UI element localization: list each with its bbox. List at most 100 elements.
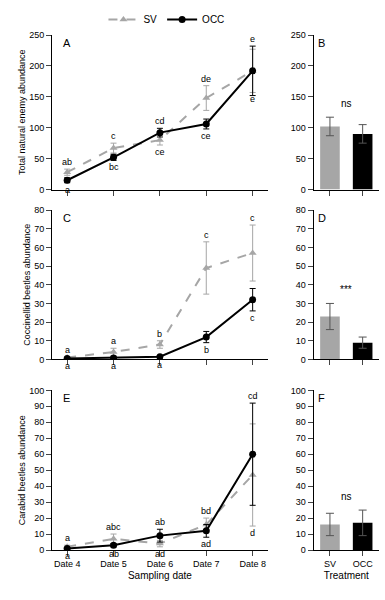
svg-text:0: 0 [39,355,44,365]
svg-text:200: 200 [29,61,44,71]
svg-text:ad: ad [155,549,165,559]
svg-text:SV: SV [143,14,157,25]
svg-text:Carabid beetles abundance: Carabid beetles abundance [17,415,27,525]
svg-text:100: 100 [291,123,306,133]
svg-text:Date 5: Date 5 [100,559,127,569]
svg-text:20: 20 [296,317,306,327]
svg-text:30: 30 [34,497,44,507]
svg-text:a: a [111,336,116,346]
svg-text:ns: ns [341,98,352,109]
svg-text:20: 20 [296,513,306,523]
svg-text:Date 7: Date 7 [193,559,220,569]
svg-text:ab: ab [155,517,165,527]
svg-text:D: D [318,212,326,224]
svg-text:0: 0 [39,185,44,195]
svg-text:0: 0 [39,545,44,555]
svg-text:90: 90 [296,401,306,411]
svg-text:20: 20 [34,317,44,327]
svg-text:Date 4: Date 4 [54,559,81,569]
svg-text:SV: SV [324,559,336,569]
svg-text:c: c [250,313,255,323]
svg-text:70: 70 [34,224,44,234]
svg-text:70: 70 [296,224,306,234]
svg-text:de: de [201,74,211,84]
svg-text:ad: ad [201,539,211,549]
svg-text:80: 80 [296,417,306,427]
svg-text:40: 40 [296,280,306,290]
svg-text:70: 70 [34,433,44,443]
svg-text:0: 0 [301,355,306,365]
svg-text:Total natural enemy abundance: Total natural enemy abundance [17,49,27,175]
svg-text:a: a [65,345,70,355]
svg-text:50: 50 [34,261,44,271]
svg-text:30: 30 [296,299,306,309]
svg-text:a: a [111,361,116,371]
svg-text:d: d [250,528,255,538]
svg-text:70: 70 [296,433,306,443]
svg-text:50: 50 [296,465,306,475]
svg-text:ab: ab [62,157,72,167]
svg-text:e: e [250,34,255,44]
svg-text:cd: cd [155,116,165,126]
svg-text:50: 50 [296,261,306,271]
svg-text:c: c [111,131,116,141]
svg-text:bd: bd [201,506,211,516]
svg-text:Sampling date: Sampling date [128,570,192,581]
svg-text:50: 50 [34,154,44,164]
svg-text:30: 30 [34,299,44,309]
svg-text:250: 250 [291,30,306,40]
svg-text:90: 90 [34,401,44,411]
svg-text:10: 10 [34,529,44,539]
svg-text:40: 40 [34,481,44,491]
svg-text:ce: ce [201,131,211,141]
svg-text:OCC: OCC [202,14,224,25]
svg-text:b: b [204,345,209,355]
svg-text:E: E [63,392,70,404]
svg-text:Treatment: Treatment [324,570,369,581]
svg-text:50: 50 [296,154,306,164]
svg-text:F: F [318,392,325,404]
svg-text:80: 80 [34,417,44,427]
svg-text:a: a [65,533,70,543]
svg-text:100: 100 [29,123,44,133]
svg-text:0: 0 [301,185,306,195]
svg-text:10: 10 [296,529,306,539]
svg-text:60: 60 [34,243,44,253]
svg-text:B: B [318,37,325,49]
svg-text:a: a [65,551,70,561]
svg-text:cd: cd [248,391,258,401]
svg-text:40: 40 [296,481,306,491]
svg-text:ce: ce [155,147,165,157]
svg-text:200: 200 [291,61,306,71]
svg-text:150: 150 [291,92,306,102]
svg-text:80: 80 [296,205,306,215]
svg-text:80: 80 [34,205,44,215]
svg-text:ns: ns [341,491,352,502]
svg-text:60: 60 [296,449,306,459]
svg-text:a: a [157,360,162,370]
svg-text:a: a [65,185,70,195]
svg-text:Date 6: Date 6 [147,559,174,569]
svg-text:40: 40 [34,280,44,290]
svg-text:ab: ab [109,549,119,559]
svg-text:150: 150 [29,92,44,102]
svg-text:30: 30 [296,497,306,507]
svg-text:c: c [250,213,255,223]
svg-text:100: 100 [291,386,306,396]
svg-text:c: c [204,230,209,240]
svg-text:OCC: OCC [353,559,374,569]
svg-text:***: *** [340,284,352,295]
svg-text:100: 100 [29,386,44,396]
svg-text:Coccinellid beetles abundance: Coccinellid beetles abundance [22,224,32,346]
svg-text:bc: bc [109,162,119,172]
svg-text:10: 10 [296,336,306,346]
svg-text:60: 60 [296,243,306,253]
svg-text:a: a [65,361,70,371]
svg-text:50: 50 [34,465,44,475]
svg-text:A: A [63,37,71,49]
svg-text:abc: abc [106,522,121,532]
svg-text:60: 60 [34,449,44,459]
svg-text:Date 8: Date 8 [239,559,266,569]
svg-text:20: 20 [34,513,44,523]
svg-text:e: e [250,94,255,104]
